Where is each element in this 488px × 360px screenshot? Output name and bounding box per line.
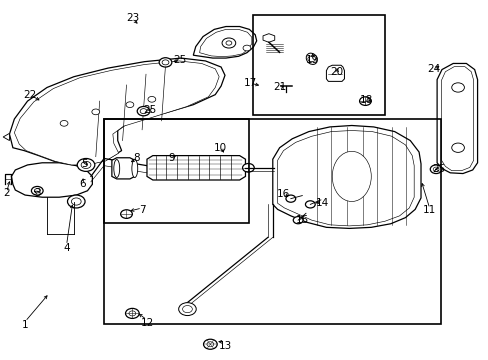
Bar (104, 119, 249, 223)
Circle shape (125, 309, 139, 319)
Circle shape (285, 195, 295, 202)
Ellipse shape (132, 159, 138, 177)
Polygon shape (147, 156, 245, 180)
Circle shape (225, 41, 231, 45)
Text: 21: 21 (272, 82, 285, 93)
Ellipse shape (305, 53, 317, 64)
Circle shape (129, 311, 136, 316)
Circle shape (137, 107, 150, 116)
Circle shape (182, 306, 192, 313)
Text: 18: 18 (359, 95, 372, 105)
Circle shape (307, 56, 315, 62)
Text: 23: 23 (126, 13, 140, 23)
Text: 17: 17 (243, 78, 257, 88)
Text: 2: 2 (3, 188, 10, 198)
Text: 7: 7 (139, 206, 145, 216)
Text: 6: 6 (79, 179, 86, 189)
Text: 10: 10 (213, 143, 226, 153)
Text: 16: 16 (276, 189, 289, 199)
Circle shape (60, 121, 68, 126)
Circle shape (451, 143, 464, 152)
Text: 1: 1 (22, 320, 28, 330)
Circle shape (243, 45, 250, 51)
Text: 9: 9 (168, 153, 174, 163)
Polygon shape (199, 30, 251, 57)
Bar (104, 119, 440, 324)
Circle shape (451, 83, 464, 92)
Text: 4: 4 (63, 243, 70, 253)
Circle shape (432, 167, 438, 171)
Text: 25: 25 (142, 105, 156, 115)
Circle shape (242, 163, 254, 172)
Circle shape (206, 342, 213, 347)
Text: 24: 24 (426, 64, 439, 74)
Circle shape (162, 60, 168, 65)
Polygon shape (11, 163, 92, 197)
Circle shape (34, 189, 40, 193)
Text: 13: 13 (218, 341, 231, 351)
Text: 25: 25 (431, 164, 444, 174)
Circle shape (293, 217, 303, 224)
Circle shape (140, 109, 147, 114)
Circle shape (159, 58, 171, 67)
Bar (253, 15, 384, 116)
Text: 3: 3 (34, 188, 41, 198)
Text: 20: 20 (330, 67, 343, 77)
Text: 14: 14 (315, 198, 328, 208)
Text: 12: 12 (140, 318, 153, 328)
Circle shape (203, 339, 217, 349)
Circle shape (77, 158, 95, 171)
Polygon shape (441, 67, 473, 171)
Circle shape (359, 97, 370, 105)
Text: 19: 19 (305, 55, 319, 65)
Polygon shape (263, 34, 274, 42)
Text: 8: 8 (133, 153, 139, 163)
Polygon shape (277, 131, 413, 226)
Circle shape (67, 195, 85, 208)
Circle shape (71, 198, 81, 205)
Polygon shape (436, 63, 477, 174)
Polygon shape (193, 27, 256, 58)
Polygon shape (14, 61, 219, 165)
Text: 11: 11 (422, 206, 435, 216)
Circle shape (92, 109, 100, 115)
Text: 25: 25 (173, 55, 186, 65)
Ellipse shape (331, 151, 370, 202)
Ellipse shape (114, 159, 120, 177)
Circle shape (148, 96, 156, 102)
Circle shape (305, 201, 315, 208)
Polygon shape (9, 58, 224, 165)
Circle shape (429, 165, 441, 174)
Text: 15: 15 (295, 215, 308, 225)
Circle shape (31, 186, 43, 195)
Text: 5: 5 (81, 159, 88, 169)
Circle shape (81, 161, 91, 168)
Circle shape (121, 210, 132, 219)
Polygon shape (272, 126, 420, 228)
Circle shape (178, 303, 196, 316)
Text: 22: 22 (23, 90, 37, 100)
Circle shape (222, 38, 235, 48)
Polygon shape (3, 134, 9, 140)
Polygon shape (326, 65, 344, 81)
Polygon shape (112, 158, 135, 179)
Circle shape (126, 102, 134, 108)
